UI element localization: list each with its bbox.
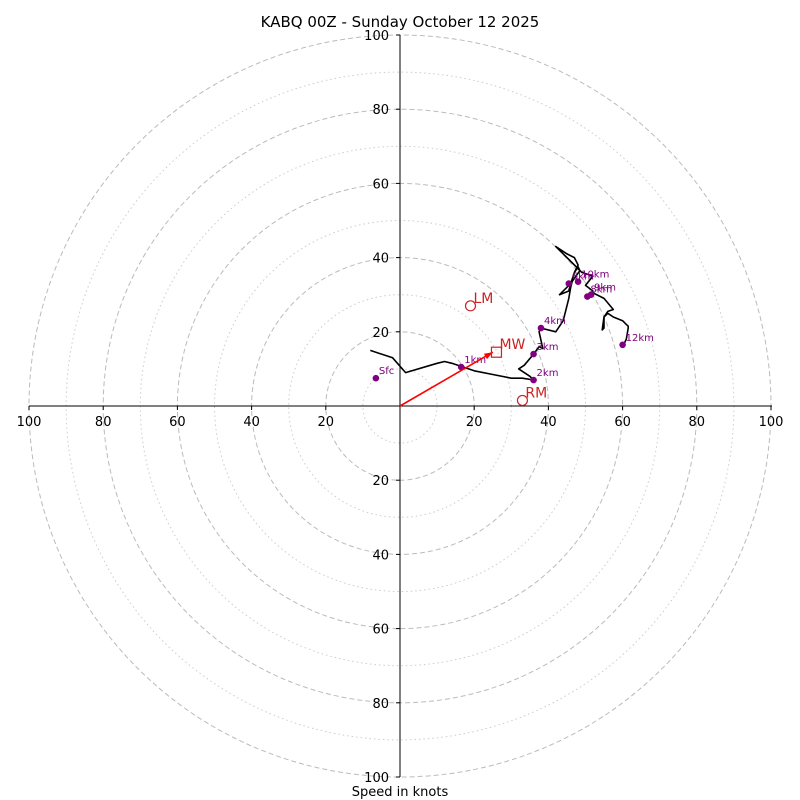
height-markers: Sfc 1km 2km 3km 4km 6km 8km 10km 9km 12km	[372, 270, 654, 384]
storm-marker-rm	[516, 394, 529, 407]
x-tick-label: 40	[540, 415, 557, 430]
chart-title: KABQ 00Z - Sunday October 12 2025	[261, 13, 540, 31]
height-marker-3km	[530, 350, 537, 358]
y-tick-label: 20	[372, 326, 389, 341]
y-tick-label: 80	[372, 103, 389, 118]
height-label-3km: 3km	[537, 342, 559, 353]
height-label-6km: 6km	[572, 272, 594, 283]
height-label-12km: 12km	[626, 333, 654, 344]
height-marker-4km	[537, 324, 545, 332]
storm-label-mw: MW	[499, 337, 525, 353]
x-tick-label: 60	[614, 415, 631, 430]
height-label-1km: 1km	[464, 355, 486, 366]
x-tick-label: 60	[169, 415, 186, 430]
x-tick-label: 20	[466, 415, 483, 430]
x-tick-label: 100	[759, 415, 784, 430]
hodograph-trace	[370, 245, 629, 381]
x-axis-label: Speed in knots	[352, 785, 449, 800]
mean-wind-arrow	[399, 351, 494, 407]
y-tick-label: 60	[372, 177, 389, 192]
storm-label-lm: LM	[473, 291, 493, 307]
storm-label-rm: RM	[525, 385, 547, 401]
x-tick-label: 40	[243, 415, 260, 430]
y-tick-label: 80	[372, 697, 389, 712]
y-tick-label: 60	[372, 623, 389, 638]
y-tick-label: 100	[364, 771, 389, 786]
storm-motion-vectors: LM MW RM	[399, 291, 547, 407]
x-tick-label: 80	[95, 415, 112, 430]
x-tick-label: 100	[17, 415, 42, 430]
storm-marker-lm	[464, 300, 477, 312]
height-label-sfc: Sfc	[379, 366, 394, 377]
height-label-4km: 4km	[544, 316, 566, 327]
y-tick-label: 100	[364, 29, 389, 44]
height-label-10km: 10km	[581, 270, 609, 281]
x-ticks: 100 80 60 40 20 20 40 60 80 100	[17, 406, 784, 430]
y-tick-label: 40	[372, 252, 389, 267]
storm-marker-mw	[490, 346, 503, 358]
y-ticks: 100 80 60 40 20 20 40 60 80 100	[364, 29, 400, 786]
x-tick-label: 20	[318, 415, 335, 430]
x-tick-label: 80	[689, 415, 706, 430]
height-marker-2km	[530, 376, 537, 384]
height-label-9km: 9km	[594, 283, 616, 294]
y-tick-label: 40	[372, 548, 389, 563]
height-marker-sfc	[372, 374, 380, 382]
y-tick-label: 20	[372, 474, 389, 489]
height-marker-6km	[565, 280, 573, 287]
height-marker-12km	[619, 341, 626, 349]
height-label-2km: 2km	[537, 368, 559, 379]
mean-wind-arrowhead	[483, 352, 493, 360]
height-label-8km: 8km	[590, 285, 612, 296]
height-marker-9km	[587, 291, 595, 299]
height-marker-10km	[574, 278, 582, 286]
